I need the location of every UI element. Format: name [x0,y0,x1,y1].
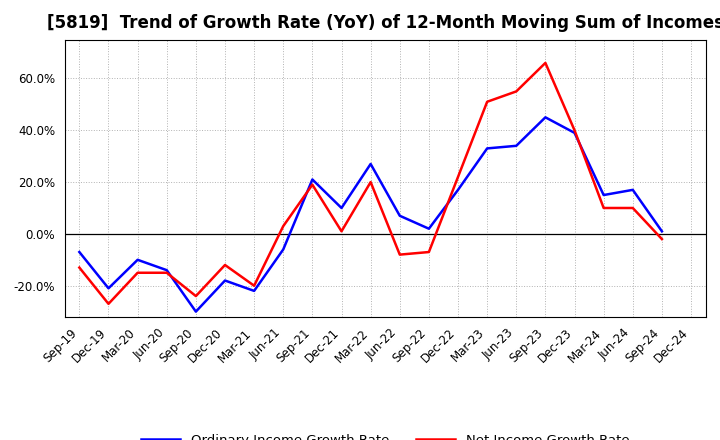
Line: Net Income Growth Rate: Net Income Growth Rate [79,63,662,304]
Net Income Growth Rate [541,60,550,66]
Ordinary Income Growth Rate [75,249,84,255]
Ordinary Income Growth Rate [425,226,433,231]
Ordinary Income Growth Rate [483,146,492,151]
Net Income Growth Rate [657,236,666,242]
Title: [5819]  Trend of Growth Rate (YoY) of 12-Month Moving Sum of Incomes: [5819] Trend of Growth Rate (YoY) of 12-… [47,15,720,33]
Net Income Growth Rate [337,229,346,234]
Net Income Growth Rate [512,89,521,94]
Legend: Ordinary Income Growth Rate, Net Income Growth Rate: Ordinary Income Growth Rate, Net Income … [135,429,635,440]
Ordinary Income Growth Rate [308,177,317,182]
Net Income Growth Rate [279,224,287,229]
Net Income Growth Rate [570,128,579,133]
Ordinary Income Growth Rate [366,161,375,167]
Ordinary Income Growth Rate [454,187,462,192]
Net Income Growth Rate [163,270,171,275]
Net Income Growth Rate [220,262,229,268]
Net Income Growth Rate [483,99,492,104]
Net Income Growth Rate [425,249,433,255]
Ordinary Income Growth Rate [395,213,404,218]
Net Income Growth Rate [192,293,200,299]
Ordinary Income Growth Rate [192,309,200,314]
Ordinary Income Growth Rate [599,192,608,198]
Net Income Growth Rate [104,301,113,307]
Net Income Growth Rate [454,174,462,180]
Net Income Growth Rate [366,180,375,185]
Ordinary Income Growth Rate [133,257,142,262]
Ordinary Income Growth Rate [541,115,550,120]
Ordinary Income Growth Rate [337,205,346,211]
Line: Ordinary Income Growth Rate: Ordinary Income Growth Rate [79,117,662,312]
Ordinary Income Growth Rate [570,130,579,136]
Ordinary Income Growth Rate [163,268,171,273]
Net Income Growth Rate [629,205,637,211]
Ordinary Income Growth Rate [629,187,637,192]
Ordinary Income Growth Rate [250,288,258,293]
Net Income Growth Rate [599,205,608,211]
Net Income Growth Rate [250,283,258,288]
Net Income Growth Rate [133,270,142,275]
Ordinary Income Growth Rate [279,247,287,252]
Ordinary Income Growth Rate [104,286,113,291]
Net Income Growth Rate [75,265,84,270]
Ordinary Income Growth Rate [657,229,666,234]
Ordinary Income Growth Rate [512,143,521,148]
Net Income Growth Rate [395,252,404,257]
Ordinary Income Growth Rate [220,278,229,283]
Net Income Growth Rate [308,182,317,187]
